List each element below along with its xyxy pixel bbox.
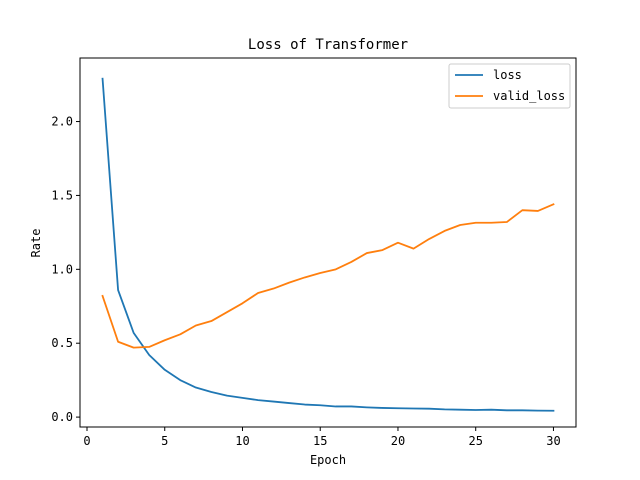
legend: loss valid_loss bbox=[448, 63, 571, 109]
series-line-valid-loss bbox=[101, 203, 555, 349]
y-tick-label: 1.0 bbox=[51, 262, 73, 276]
x-tick-label: 5 bbox=[161, 434, 168, 448]
legend-label-valid-loss: valid_loss bbox=[493, 89, 565, 103]
x-tick-label: 10 bbox=[235, 434, 249, 448]
axes: 0 5 10 15 20 25 30 0.0 0.5 1.0 1.5 2.0 bbox=[51, 57, 577, 448]
legend-label-loss: loss bbox=[493, 68, 522, 82]
plot-area bbox=[101, 77, 555, 412]
x-axis-label: Epoch bbox=[310, 453, 346, 467]
y-tick-label: 0.0 bbox=[51, 410, 73, 424]
x-tick-label: 0 bbox=[83, 434, 90, 448]
plot-frame bbox=[79, 57, 577, 428]
x-tick-label: 25 bbox=[468, 434, 482, 448]
chart-title: Loss of Transformer bbox=[248, 37, 408, 53]
y-tick-label: 2.0 bbox=[51, 115, 73, 129]
x-tick-label: 30 bbox=[546, 434, 560, 448]
y-axis-label: Rate bbox=[29, 229, 43, 258]
y-tick-label: 0.5 bbox=[51, 336, 73, 350]
x-tick-label: 20 bbox=[391, 434, 405, 448]
y-tick-label: 1.5 bbox=[51, 188, 73, 202]
x-tick-label: 15 bbox=[313, 434, 327, 448]
series-line-loss bbox=[101, 77, 555, 412]
